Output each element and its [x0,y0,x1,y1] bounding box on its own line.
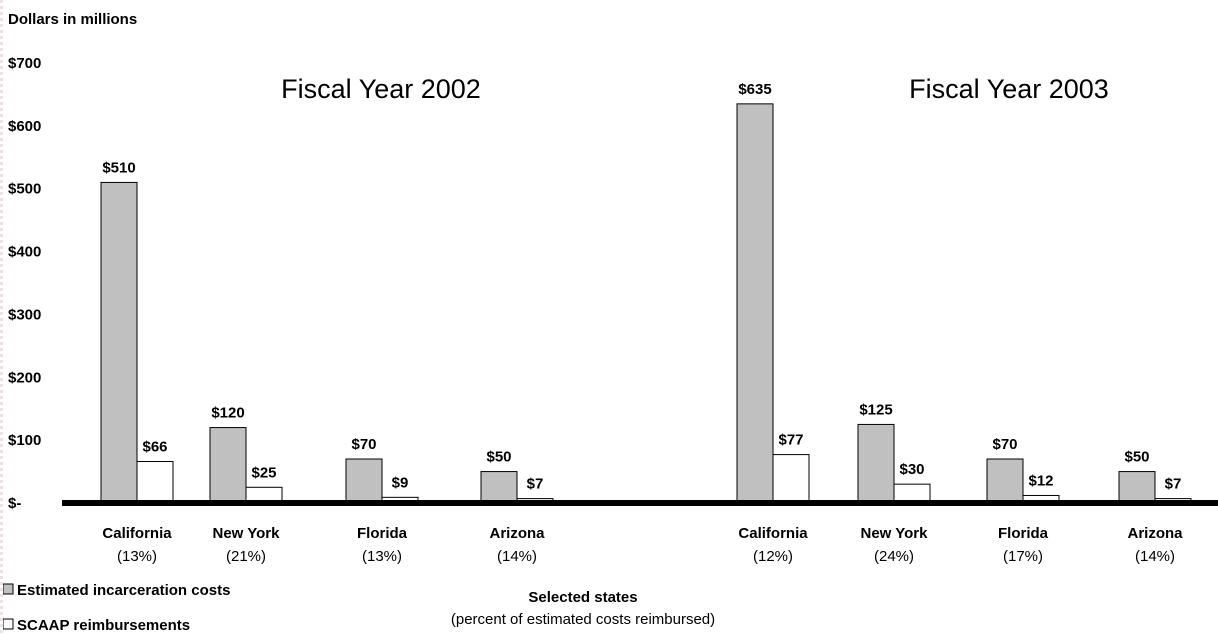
bar-data-label: $50 [1124,449,1149,466]
x-category-percent: (24%) [874,548,914,565]
x-category-percent: (12%) [753,548,793,565]
bar-estimated-costs [857,423,895,504]
bar-data-label: $120 [211,405,244,422]
y-axis-ticks: $- $100 $200 $300 $400 $500 $600 $700 [8,55,41,512]
bar-data-label: $125 [859,401,892,418]
x-category-label: Florida [357,525,408,542]
group-title: Fiscal Year 2003 [909,74,1109,104]
legend-swatch-estimated [2,583,14,595]
x-category-label: Arizona [489,525,545,542]
bar-data-label: $30 [899,461,924,478]
x-axis-category-labels: California (13%) New York (21%) Florida (13%)… [102,525,1183,565]
x-category-percent: (14%) [497,548,537,565]
y-tick-label: $200 [8,369,41,386]
bar-data-label: $7 [527,476,544,493]
bars [100,103,1192,504]
bar-estimated-costs [100,181,138,504]
bar-estimated-costs [209,427,247,504]
legend: Estimated incarceration costs SCAAP reim… [2,582,230,634]
bar-data-label: $70 [992,436,1017,453]
x-category-label: Florida [998,525,1049,542]
bar-estimated-costs [736,103,774,504]
legend-label-scaap: SCAAP reimbursements [17,617,190,634]
x-category-label: New York [213,525,281,542]
x-category-label: New York [861,525,929,542]
bar-data-label: $70 [351,436,376,453]
y-tick-label: $600 [8,118,41,135]
x-category-percent: (14%) [1135,548,1175,565]
x-axis-title: Selected states [528,589,637,606]
y-tick-label: $300 [8,306,41,323]
x-axis-subtitle: (percent of estimated costs reimbursed) [451,611,715,628]
bar-labels: $510 $66 $120 $25 $70 $9 $50 $7 $635 $77 $125 $30 $7… [102,81,1181,493]
y-axis-title: Dollars in millions [8,11,137,28]
bar-data-label: $635 [738,81,771,98]
bar-estimated-costs [480,471,518,504]
bar-data-label: $7 [1165,476,1182,493]
bar-data-label: $66 [142,439,167,456]
page-edge-decoration [0,0,3,634]
legend-swatch-scaap [2,618,14,630]
bar-data-label: $9 [392,474,409,491]
x-category-percent: (13%) [362,548,402,565]
y-tick-label: $500 [8,181,41,198]
bar-data-label: $50 [486,449,511,466]
y-tick-label: $100 [8,432,41,449]
bar-data-label: $25 [251,464,276,481]
x-category-percent: (13%) [117,548,157,565]
x-category-label: California [102,525,172,542]
x-category-label: Arizona [1127,525,1183,542]
bar-data-label: $12 [1028,472,1053,489]
group-titles: Fiscal Year 2002 Fiscal Year 2003 [281,74,1109,104]
group-title: Fiscal Year 2002 [281,74,481,104]
x-category-percent: (17%) [1003,548,1043,565]
bar-data-label: $77 [778,432,803,449]
bar-scaap-reimbursements [136,461,174,504]
y-tick-label: $400 [8,244,41,261]
bar-estimated-costs [1118,471,1156,504]
bar-scaap-reimbursements [772,454,810,504]
bar-data-label: $510 [102,159,135,176]
legend-label-estimated: Estimated incarceration costs [17,582,230,599]
y-tick-label: $- [8,495,21,512]
x-category-percent: (21%) [226,548,266,565]
x-category-label: California [738,525,808,542]
bar-estimated-costs [345,458,383,504]
bar-estimated-costs [986,458,1024,504]
y-tick-label: $700 [8,55,41,72]
